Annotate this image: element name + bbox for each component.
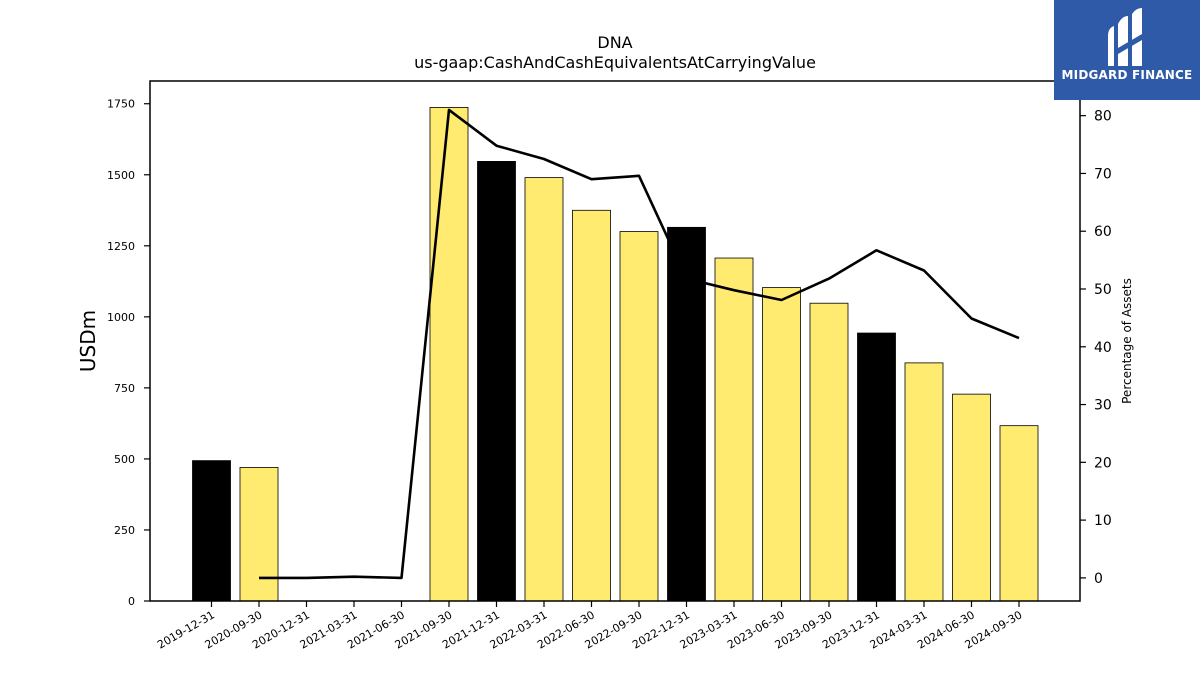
y-tick-label: 1250 <box>107 240 135 253</box>
y-axis-label: USDm <box>76 310 100 372</box>
brand-logo: MIDGARD FINANCE <box>1054 0 1200 100</box>
percentage-line <box>259 108 1020 580</box>
bar-2023-03-31 <box>714 257 754 602</box>
bar-2023-09-30 <box>809 302 849 602</box>
bar-2024-09-30 <box>999 425 1039 602</box>
y2-tick-label: 70 <box>1094 166 1112 182</box>
bar-2022-12-31 <box>667 226 706 602</box>
y-tick-label: 1500 <box>107 169 135 182</box>
y-tick-label: 1000 <box>107 311 135 324</box>
chart-subtitle: us-gaap:CashAndCashEquivalentsAtCarrying… <box>414 53 816 72</box>
bar-2024-03-31 <box>904 362 944 602</box>
y-tick-label: 250 <box>114 524 135 537</box>
bar-2021-12-31 <box>477 161 516 602</box>
bar-2021-09-30 <box>429 107 469 602</box>
bar-2022-03-31 <box>524 177 564 602</box>
brand-name: MIDGARD FINANCE <box>1061 68 1193 82</box>
bar-2019-12-31 <box>192 460 231 602</box>
y2-tick-label: 60 <box>1094 224 1112 240</box>
bar-series <box>192 107 1039 602</box>
y2-tick-label: 10 <box>1094 513 1112 529</box>
bar-2022-09-30 <box>619 231 659 602</box>
plot-frame <box>149 80 1081 602</box>
bar-2023-12-31 <box>857 332 896 602</box>
x-axis: 2019-12-312020-09-302020-12-312021-03-31… <box>155 601 1025 652</box>
y-tick-label: 0 <box>128 595 135 608</box>
left-axis: 0 250 500 750 1000 1250 1500 1750 <box>107 98 150 608</box>
y2-axis-label: Percentage of Assets <box>1120 278 1134 404</box>
y2-tick-label: 40 <box>1094 340 1112 356</box>
y2-tick-label: 50 <box>1094 282 1112 298</box>
bar-2023-06-30 <box>762 287 801 602</box>
line-series <box>259 108 1020 580</box>
y-tick-label: 500 <box>114 453 135 466</box>
y2-tick-label: 80 <box>1094 109 1112 125</box>
right-axis: 0 10 20 30 40 50 60 70 80 <box>1080 109 1112 587</box>
y2-tick-label: 30 <box>1094 398 1112 414</box>
midgard-logo-icon <box>1108 8 1142 66</box>
y-tick-label: 750 <box>114 382 135 395</box>
bar-2024-06-30 <box>952 393 991 602</box>
bar-2022-06-30 <box>572 209 611 602</box>
chart-title: DNA <box>597 33 632 52</box>
y2-tick-label: 0 <box>1094 571 1103 587</box>
y2-tick-label: 20 <box>1094 455 1112 471</box>
y-tick-label: 1750 <box>107 98 135 111</box>
bar-2020-09-30 <box>239 467 279 602</box>
